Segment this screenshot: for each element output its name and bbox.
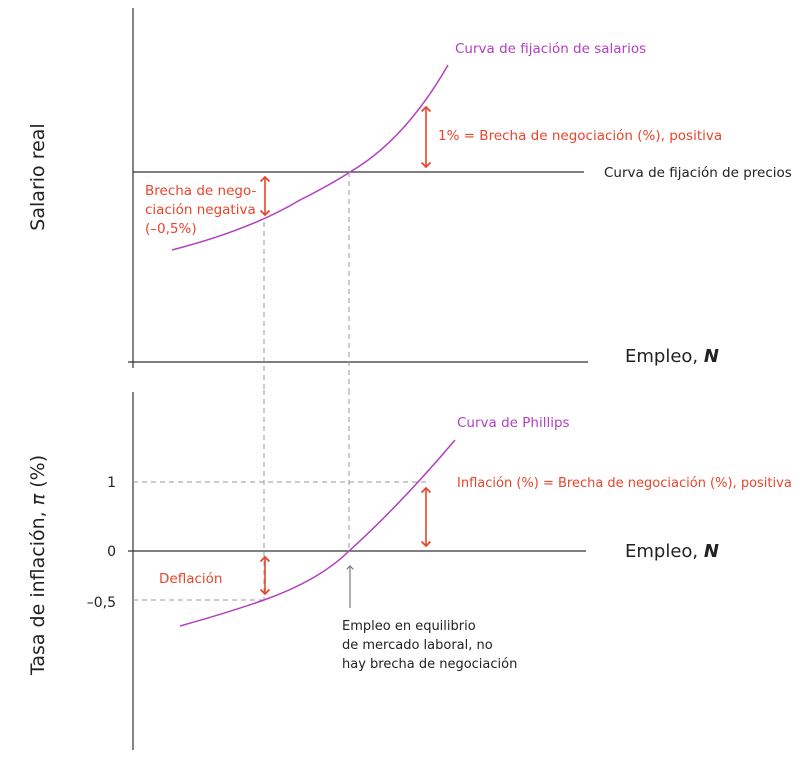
positive-gap-label: 1% = Brecha de negociación (%), positiva — [438, 128, 722, 144]
tick-label-0: 0 — [107, 544, 116, 560]
top-panel: Salario real Empleo, N Curva de fijación… — [27, 8, 792, 390]
phillips-curve-label: Curva de Phillips — [457, 415, 570, 431]
bottom-x-axis-label: Empleo, N — [625, 541, 719, 562]
phillips-curve — [179, 439, 456, 627]
tick-label-neg: –0,5 — [87, 595, 116, 611]
deflation-label: Deflación — [159, 571, 222, 587]
bottom-y-axis-label: Tasa de inflación, π (%) — [27, 455, 49, 676]
wage-setting-curve — [171, 64, 449, 251]
top-y-axis-label: Salario real — [27, 123, 49, 230]
top-x-axis-label: Empleo, N — [625, 346, 719, 367]
inflation-label: Inflación (%) = Brecha de negociación (%… — [457, 476, 792, 491]
equilibrium-label: Empleo en equilibrio de mercado laboral,… — [342, 619, 517, 672]
bottom-panel: Tasa de inflación, π (%) 1 0 –0,5 Empleo… — [27, 390, 792, 750]
tick-label-1: 1 — [107, 475, 116, 491]
wage-curve-label: Curva de fijación de salarios — [455, 41, 646, 57]
price-curve-label: Curva de fijación de precios — [604, 165, 792, 181]
negative-gap-label: Brecha de nego- ciación negativa (–0,5%) — [145, 183, 261, 237]
